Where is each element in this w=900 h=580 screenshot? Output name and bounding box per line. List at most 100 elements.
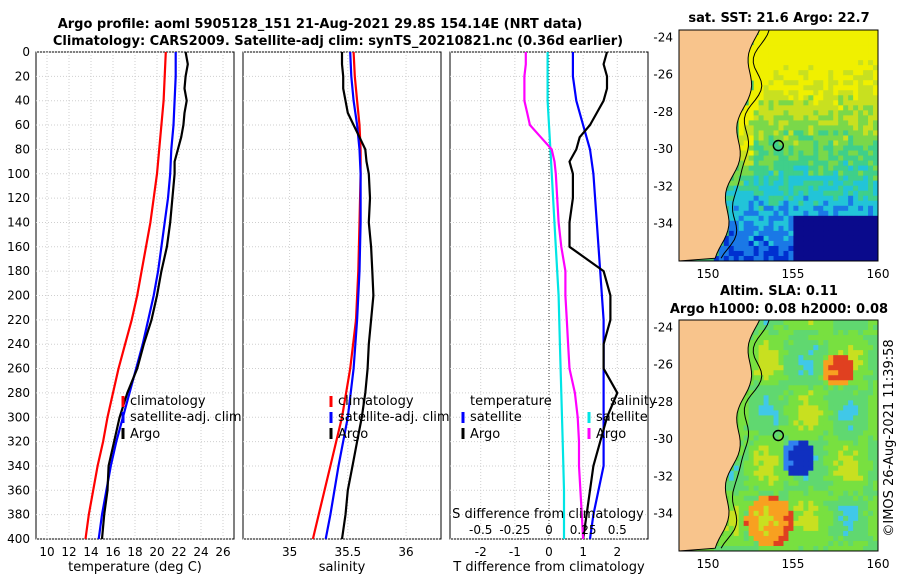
sla-map-cell (858, 320, 864, 326)
sst-map-cell (818, 120, 824, 126)
sla-map-cell (858, 460, 864, 467)
series-line-s-satellite (546, 52, 566, 539)
sst-map-cell (768, 40, 774, 46)
sst-map-cell (858, 55, 864, 61)
sla-map-cell (788, 535, 794, 542)
sla-map-cell (753, 500, 760, 507)
sst-map-cell (728, 215, 735, 222)
sst-map-cell (813, 45, 819, 51)
sla-map-cell (858, 410, 864, 416)
sst-map-cell (793, 75, 799, 81)
sst-map-cell (788, 100, 794, 106)
sla-map-cell (763, 355, 769, 361)
sla-map-cell (853, 525, 859, 532)
sst-map-cell (848, 100, 854, 106)
sst-map-cell (873, 240, 879, 247)
sla-map-cell (778, 490, 784, 497)
sla-map-cell (848, 355, 854, 361)
sst-map-cell (813, 150, 819, 156)
sla-map-cell (783, 530, 789, 537)
sla-map-cell (823, 420, 829, 426)
sla-map-cell (763, 520, 769, 527)
sst-map-cell (803, 140, 809, 146)
sla-map-cell (873, 540, 879, 547)
sst-map-cell (793, 125, 799, 131)
sst-map-cell (763, 35, 769, 41)
legend-t-argo-label: Argo (470, 427, 500, 442)
sla-map-frame (678, 319, 879, 552)
sst-map-cell (818, 255, 824, 262)
sla-map-cell (778, 410, 784, 416)
sst-map-cell (753, 40, 760, 46)
sst-map-cell (868, 180, 874, 187)
sla-map-cell (758, 380, 764, 386)
sla-map-cell (833, 495, 839, 502)
sla-map-cell (838, 375, 844, 381)
map-lon-tick-label: 150 (696, 267, 719, 281)
sst-map-cell (828, 45, 834, 51)
sla-map-cell (863, 450, 869, 456)
salinity-tick-labels: 35 35.5 36 (282, 545, 414, 559)
sla-map-cell (868, 455, 874, 462)
sst-map-cell (783, 30, 789, 36)
sla-map-cell (773, 450, 779, 456)
sst-map-cell (803, 245, 809, 252)
sla-map-cell (858, 355, 864, 361)
sst-map-cell (808, 60, 814, 66)
sla-map-cell (793, 355, 799, 361)
sst-map-cell (818, 220, 824, 227)
sst-map-cell (743, 185, 750, 192)
sla-map-cell (783, 405, 789, 411)
sst-map-cell (833, 190, 839, 197)
sst-map-cell (823, 110, 829, 116)
sla-map-cell (818, 355, 824, 361)
sst-map-cell (818, 170, 824, 177)
sla-map-cell (793, 350, 799, 356)
sst-map-cell (778, 95, 784, 101)
sst-map-cell (818, 105, 824, 111)
sla-map-cell (813, 320, 819, 326)
sla-map-cell (848, 325, 854, 331)
sst-map-cell (813, 195, 819, 202)
depth-tick-label: 340 (7, 459, 30, 473)
sst-map-cell (738, 245, 745, 252)
sla-map-cell (783, 480, 789, 487)
sst-map-cell (828, 175, 834, 182)
sla-map-cell (753, 525, 760, 532)
sla-map-cell (773, 535, 779, 542)
sla-map-cell (873, 350, 879, 356)
sst-map-panel: sat. SST: 21.6 Argo: 22.7 150 155 160-24-2… (653, 11, 889, 281)
sst-map-cell (873, 235, 879, 242)
sla-map-cell (753, 505, 760, 512)
sla-map-cell (863, 520, 869, 527)
sst-map-cell (853, 130, 859, 136)
sla-map-cell (753, 340, 760, 346)
sst-map-cell (848, 205, 854, 212)
sla-map-cell (833, 480, 839, 487)
sst-map-cell (778, 255, 784, 262)
sst-map-cell (773, 40, 779, 46)
sla-map-cell (733, 470, 740, 477)
sst-map-cell (748, 155, 755, 161)
sst-map-cell (813, 90, 819, 96)
sst-map-cell (843, 70, 849, 76)
sst-map-cell (798, 35, 804, 41)
sla-map-cell (868, 520, 874, 527)
sst-map-cell (728, 225, 735, 232)
sst-map-cell (868, 95, 874, 101)
sla-map-cell (798, 410, 804, 416)
depth-tick-label: 160 (7, 240, 30, 254)
sst-map-cell (763, 190, 769, 197)
sst-map-cell (793, 225, 799, 232)
sla-map-cell (743, 425, 750, 431)
sla-map-cell (768, 395, 774, 401)
sst-map-cell (858, 120, 864, 126)
sst-map-cell (753, 50, 760, 56)
sst-map-cell (808, 230, 814, 237)
sla-map-cell (783, 540, 789, 547)
sla-map-cell (863, 420, 869, 426)
sst-map-cell (833, 195, 839, 202)
sla-map-cell (808, 510, 814, 517)
sst-map-cell (768, 245, 774, 252)
sla-map-cell (833, 435, 839, 441)
